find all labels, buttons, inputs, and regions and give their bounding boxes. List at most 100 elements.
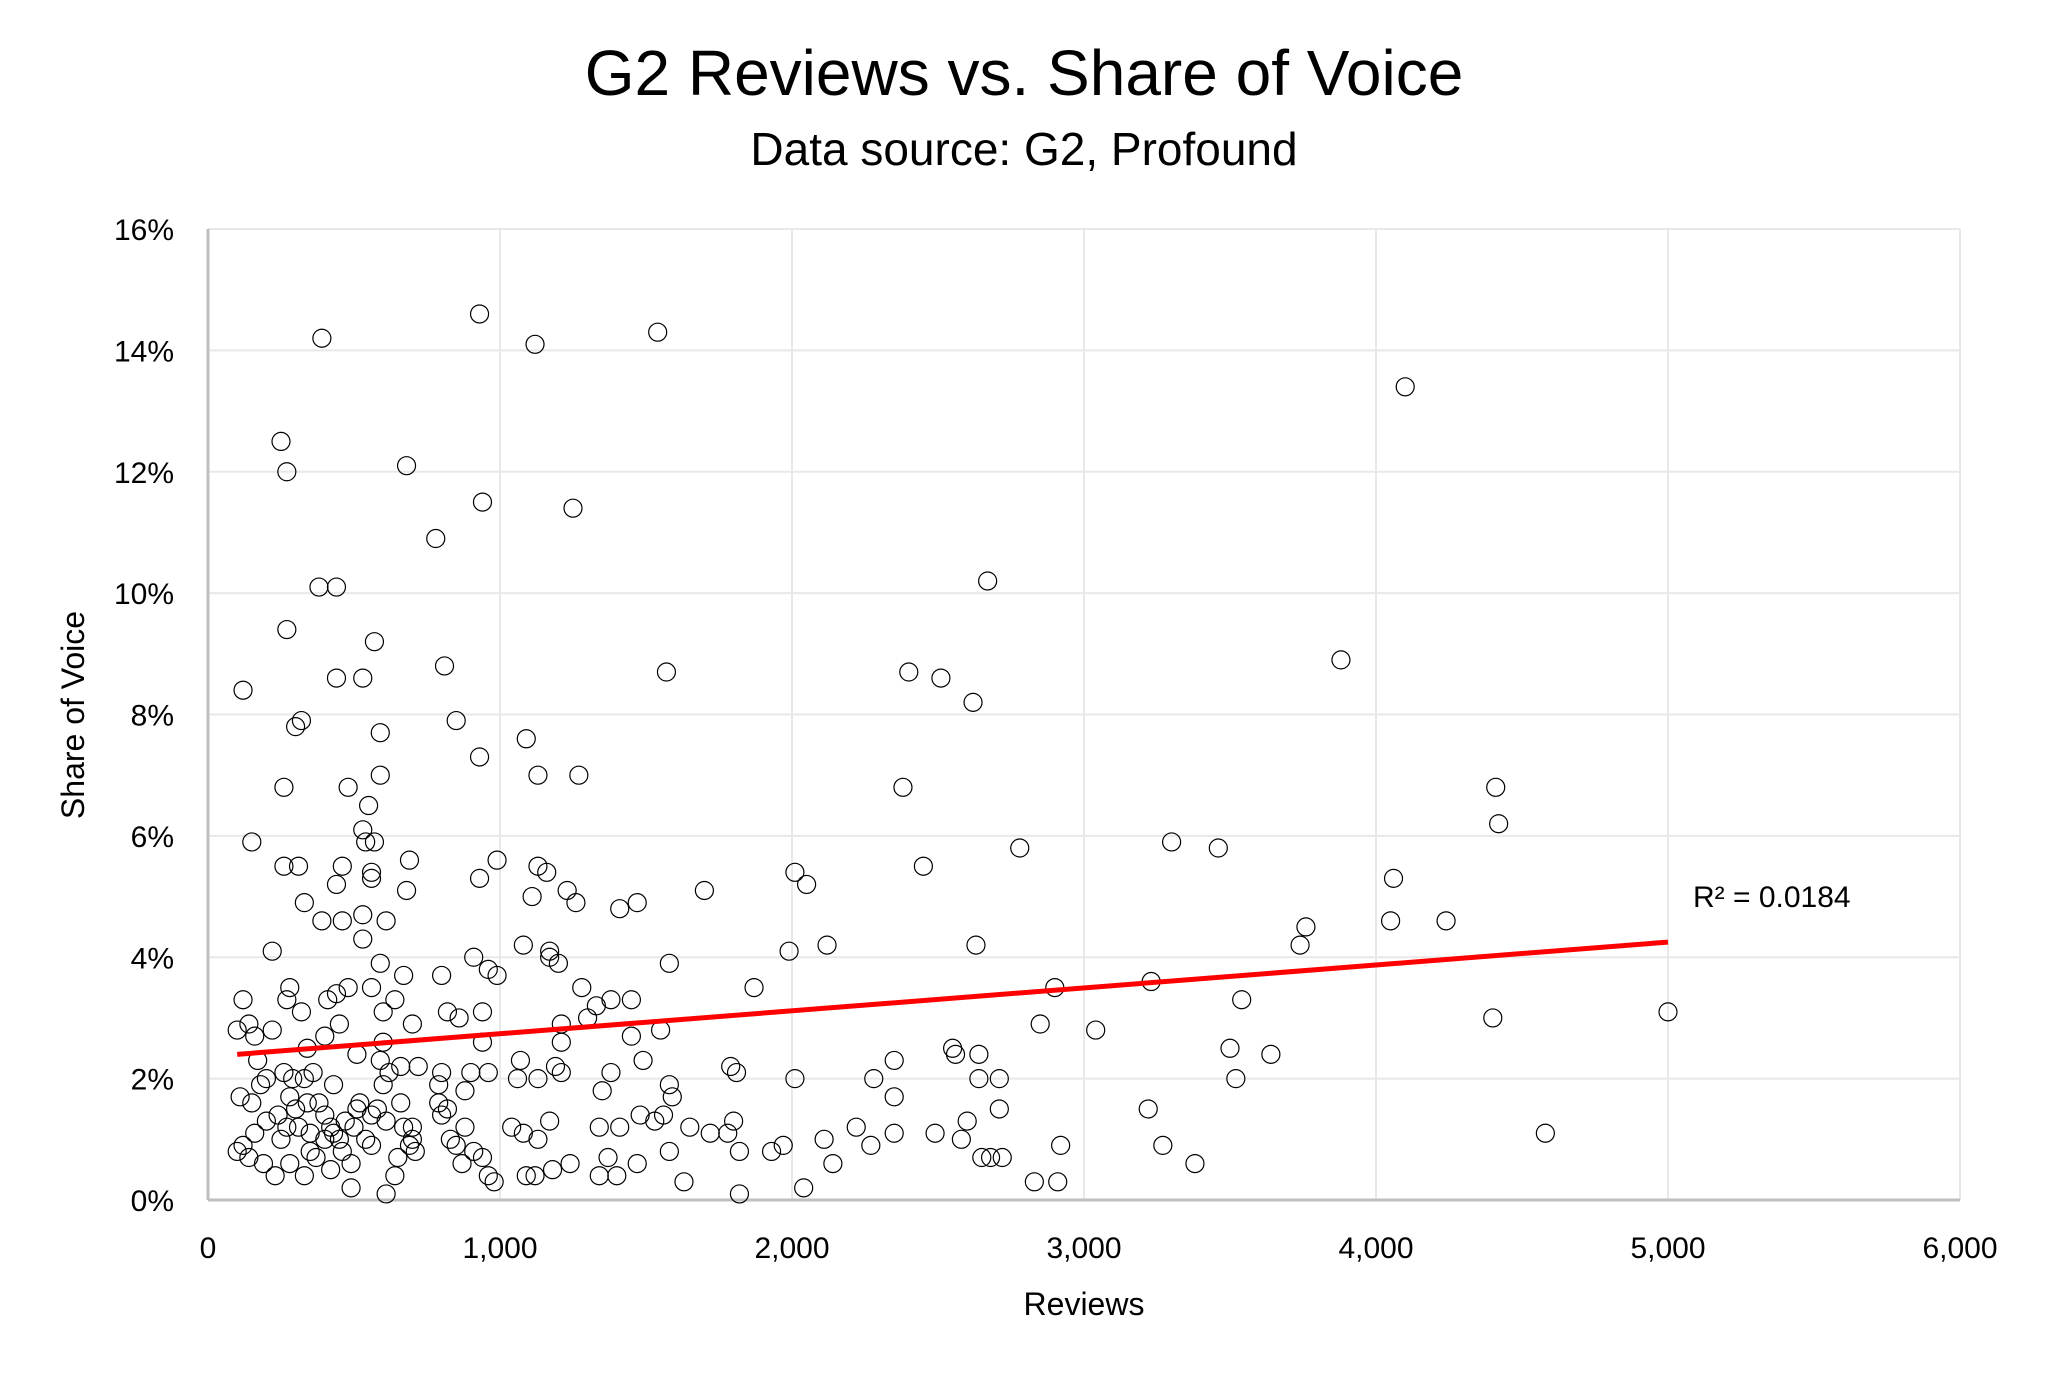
data-point — [648, 322, 668, 342]
data-point — [723, 1111, 744, 1131]
data-point — [779, 941, 799, 961]
data-point — [370, 723, 390, 743]
data-point — [452, 1153, 472, 1174]
data-point — [277, 990, 297, 1010]
data-point — [884, 1123, 904, 1143]
data-point — [239, 1147, 259, 1168]
data-point — [379, 1062, 399, 1083]
data-point — [630, 1105, 650, 1125]
x-tick-label: 0 — [200, 1232, 217, 1265]
data-point — [548, 953, 569, 973]
data-point — [817, 935, 837, 955]
data-point — [1208, 838, 1228, 858]
data-point — [300, 1141, 320, 1162]
data-point — [645, 1111, 665, 1131]
data-point — [1395, 377, 1415, 397]
data-point — [966, 935, 986, 955]
data-points — [227, 304, 1678, 1204]
data-point — [300, 1123, 320, 1143]
data-point — [478, 1166, 498, 1186]
data-point — [245, 1123, 265, 1143]
chart-subtitle: Data source: G2, Profound — [750, 123, 1297, 175]
y-axis-title: Share of Voice — [55, 611, 91, 819]
data-point — [353, 820, 373, 840]
y-tick-label: 6% — [131, 821, 174, 854]
data-point — [359, 795, 379, 816]
data-point — [291, 710, 312, 731]
data-point — [601, 990, 621, 1010]
data-point — [951, 1129, 971, 1149]
data-point — [513, 1123, 533, 1143]
data-point — [1086, 1020, 1106, 1040]
y-tick-label: 4% — [131, 942, 174, 975]
data-point — [823, 1153, 843, 1174]
data-point — [893, 777, 913, 797]
x-tick-label: 5,000 — [1630, 1232, 1705, 1265]
data-point — [487, 965, 507, 986]
data-point — [353, 929, 373, 949]
data-point — [1486, 777, 1506, 797]
data-point — [510, 1050, 531, 1071]
data-point — [455, 1117, 475, 1137]
data-point — [621, 1026, 642, 1046]
data-point — [399, 850, 420, 870]
data-point — [1048, 1172, 1068, 1192]
data-point — [253, 1153, 274, 1174]
data-point — [233, 680, 253, 700]
data-point — [434, 656, 455, 676]
data-point — [408, 1056, 428, 1077]
data-point — [572, 977, 592, 998]
data-point — [370, 1050, 390, 1071]
data-point — [271, 1129, 291, 1149]
data-point — [785, 862, 805, 882]
data-point — [399, 1135, 420, 1155]
data-point — [265, 1166, 285, 1186]
x-tick-label: 6,000 — [1922, 1232, 1997, 1265]
data-point — [992, 1147, 1012, 1168]
data-point — [361, 977, 382, 998]
data-point — [338, 977, 358, 998]
data-point — [659, 1141, 679, 1162]
data-point — [274, 856, 294, 876]
data-point — [353, 905, 373, 925]
data-point — [472, 1002, 493, 1022]
data-point — [280, 1153, 300, 1174]
data-point — [394, 965, 414, 986]
data-point — [469, 868, 490, 888]
data-point — [563, 498, 583, 518]
data-point — [528, 765, 548, 785]
data-point — [437, 1099, 458, 1119]
data-point — [621, 990, 642, 1010]
x-tick-label: 2,000 — [754, 1232, 829, 1265]
data-point — [592, 1081, 612, 1101]
data-point — [256, 1111, 276, 1131]
data-point — [560, 1153, 580, 1174]
data-point — [1489, 814, 1509, 834]
data-point — [286, 1099, 306, 1119]
data-point — [356, 1129, 376, 1149]
data-point — [315, 1026, 335, 1046]
data-point — [437, 1002, 458, 1022]
data-point — [674, 1172, 694, 1192]
data-point — [446, 710, 466, 731]
x-tick-label: 3,000 — [1046, 1232, 1121, 1265]
data-point — [589, 1166, 609, 1186]
data-point — [239, 1014, 259, 1034]
data-point — [846, 1117, 866, 1137]
data-point — [972, 1147, 992, 1168]
data-point — [391, 1093, 411, 1113]
data-point — [542, 1160, 563, 1180]
data-point — [761, 1141, 782, 1162]
y-tick-label: 14% — [114, 335, 174, 368]
x-axis-title: Reviews — [1024, 1286, 1145, 1322]
data-point — [545, 1056, 566, 1077]
data-point — [729, 1184, 750, 1204]
data-point — [633, 1050, 653, 1071]
y-tick-label: 8% — [131, 700, 174, 733]
data-point — [525, 334, 545, 354]
data-point — [391, 1056, 411, 1077]
data-point — [551, 1032, 571, 1052]
data-point — [277, 462, 297, 482]
data-point — [540, 1111, 560, 1131]
data-point — [286, 717, 306, 737]
